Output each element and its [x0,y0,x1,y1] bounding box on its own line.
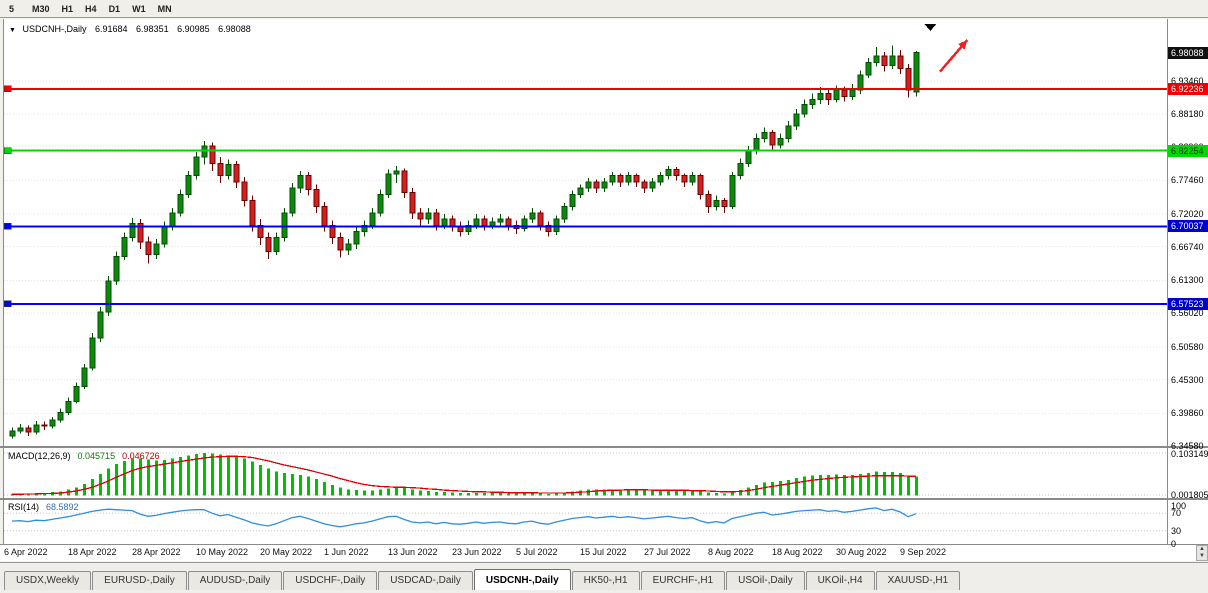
price-tick: 6.61300 [1171,275,1204,286]
price-tick: 6.66740 [1171,241,1204,252]
tab-hk50-h1[interactable]: HK50-,H1 [571,571,640,590]
tab-usdchf-daily[interactable]: USDCHF-,Daily [283,571,378,590]
candles [9,45,920,439]
rsi-axis-label: 100 [1171,501,1187,511]
timeframe-toolbar: 5 M30 H1 H4 D1 W1 MN [0,0,1208,18]
chart-expander-icon[interactable]: ▼ [9,27,16,34]
hline-6.92236[interactable] [4,85,1167,93]
close-value: 6.98088 [218,24,251,34]
tab-audusd-daily[interactable]: AUDUSD-,Daily [187,571,283,590]
symbol-timeframe-label: USDCNH-,Daily [22,24,87,34]
time-label: 23 Jun 2022 [452,547,502,557]
macd-signal-value: 0.046726 [122,451,160,461]
price-tick: 6.72020 [1171,209,1204,220]
time-label: 8 Aug 2022 [708,547,754,557]
tab-eurusd-daily[interactable]: EURUSD-,Daily [92,571,187,590]
rsi-panel[interactable] [4,500,1167,544]
rsi-axis-label: 70 [1171,508,1182,519]
price-badge-6.70037: 6.70037 [1168,220,1208,233]
macd-axis-label: 0.001805 [1171,489,1208,500]
chart-ohlc-readout: ▼ USDCNH-,Daily 6.91684 6.98351 6.90985 … [9,24,257,34]
candlestick-chart[interactable] [4,19,1167,446]
time-label: 15 Jul 2022 [580,547,627,557]
price-tick: 6.45300 [1171,374,1204,385]
rsi-axis-label: 0 [1171,539,1177,549]
macd-readout: MACD(12,26,9) 0.045715 0.046726 [8,451,167,461]
high-value: 6.98351 [136,24,169,34]
scroll-down-icon[interactable]: ▼ [1199,553,1205,559]
rsi-value: 68.5892 [46,502,79,512]
hline-6.82254[interactable] [4,147,1167,154]
price-tick: 6.39860 [1171,408,1204,419]
period-button-d1[interactable]: D1 [108,3,121,14]
price-badge-6.57523: 6.57523 [1168,297,1208,310]
chart-tabs-bar: USDX,Weekly EURUSD-,Daily AUDUSD-,Daily USD… [0,562,1208,593]
time-label: 28 Apr 2022 [132,547,181,557]
price-badge-6.92236: 6.92236 [1168,82,1208,95]
rsi-readout: RSI(14) 68.5892 [8,502,86,512]
rsi-axis-label: 30 [1171,525,1182,536]
macd-histogram [11,452,918,496]
chart-left-border [3,19,4,544]
trend-arrow[interactable] [939,39,969,73]
macd-signal-line [12,455,917,495]
time-label: 27 Jul 2022 [644,547,691,557]
price-tick: 6.88180 [1171,108,1204,119]
period-button-h4[interactable]: H4 [85,3,97,14]
price-gridlines [4,80,1167,446]
tab-usoil-daily[interactable]: USOil-,Daily [726,571,805,590]
time-label: 5 Jul 2022 [516,547,558,557]
panel-separator[interactable] [0,446,1208,448]
price-axis[interactable] [1168,19,1208,544]
price-tick: 6.34580 [1171,441,1204,451]
panel-separator[interactable] [0,544,1208,545]
scroll-up-icon[interactable]: ▲ [1199,546,1205,552]
tab-xauusd-h1[interactable]: XAUUSD-,H1 [875,571,961,590]
time-label: 9 Sep 2022 [900,547,947,557]
open-value: 6.91684 [94,24,128,34]
time-label: 18 Apr 2022 [68,547,117,557]
axis-divider [1167,19,1168,544]
price-badge-6.98088: 6.98088 [1168,46,1208,59]
macd-panel[interactable] [4,448,1167,498]
period-button-h1[interactable]: H1 [61,3,74,14]
time-label: 6 Apr 2022 [4,547,48,557]
time-label: 30 Aug 2022 [836,547,887,557]
price-tick: 6.56020 [1171,308,1204,319]
tab-ukoil-h4[interactable]: UKOil-,H4 [805,571,875,590]
macd-main-value: 0.045715 [77,451,116,461]
time-label: 10 May 2022 [196,547,249,557]
hline-6.70037[interactable] [4,223,1167,230]
period-button-mn[interactable]: MN [157,3,172,14]
tab-usdcad-daily[interactable]: USDCAD-,Daily [378,571,473,590]
tab-usdcnh-daily[interactable]: USDCNH-,Daily [473,569,571,590]
price-tick: 6.93460 [1171,76,1204,87]
price-tick: 6.77460 [1171,175,1204,186]
price-tick: 6.50580 [1171,341,1204,352]
price-badge-6.82254: 6.82254 [1168,144,1208,157]
period-button-5[interactable]: 5 [9,3,15,14]
time-label: 13 Jun 2022 [388,547,438,557]
macd-name-label: MACD(12,26,9) [8,451,71,461]
period-button-m30[interactable]: M30 [32,3,50,14]
hline-6.57523[interactable] [4,300,1167,308]
down-triangle-marker[interactable] [924,23,937,31]
rsi-name-label: RSI(14) [8,502,40,512]
period-button-w1[interactable]: W1 [132,3,146,14]
tab-usdx-weekly[interactable]: USDX,Weekly [4,571,92,590]
mini-scrollbar: ▲ ▼ [1196,545,1208,561]
time-label: 20 May 2022 [260,547,313,557]
panel-separator[interactable] [0,498,1208,500]
tab-eurchf-h1[interactable]: EURCHF-,H1 [640,571,726,590]
time-label: 1 Jun 2022 [324,547,369,557]
rsi-line [11,507,917,528]
low-value: 6.90985 [177,24,210,34]
time-label: 18 Aug 2022 [772,547,823,557]
time-axis[interactable]: 6 Apr 2022 18 Apr 2022 28 Apr 2022 10 May 2… [0,545,1208,561]
macd-axis-label: 0.103149 [1171,449,1208,459]
